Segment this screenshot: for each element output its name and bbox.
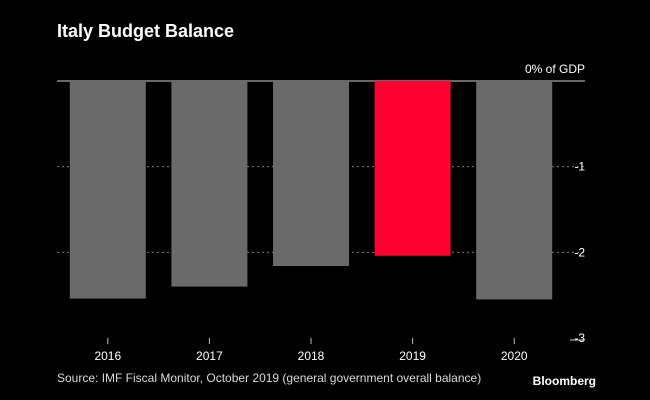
bar-2018: [273, 81, 349, 267]
y-tick-label: -2: [574, 245, 585, 259]
bar-2016: [69, 81, 146, 299]
bar-2020: [476, 81, 553, 300]
y-tick-label: -1: [574, 160, 585, 174]
x-tick-label: 2019: [399, 349, 426, 363]
bar-2019: [374, 81, 451, 256]
source-note: Source: IMF Fiscal Monitor, October 2019…: [57, 371, 482, 385]
bloomberg-logo: Bloomberg: [532, 374, 596, 388]
x-tick-label: 2020: [501, 349, 528, 363]
chart-title: Italy Budget Balance: [57, 21, 235, 41]
x-tick-label: 2017: [196, 349, 223, 363]
x-tick-label: 2016: [94, 349, 121, 363]
y-tick-label: 0% of GDP: [525, 62, 585, 76]
y-tick-label: -3: [574, 331, 585, 345]
x-tick-label: 2018: [298, 349, 325, 363]
bar-2017: [171, 81, 248, 287]
